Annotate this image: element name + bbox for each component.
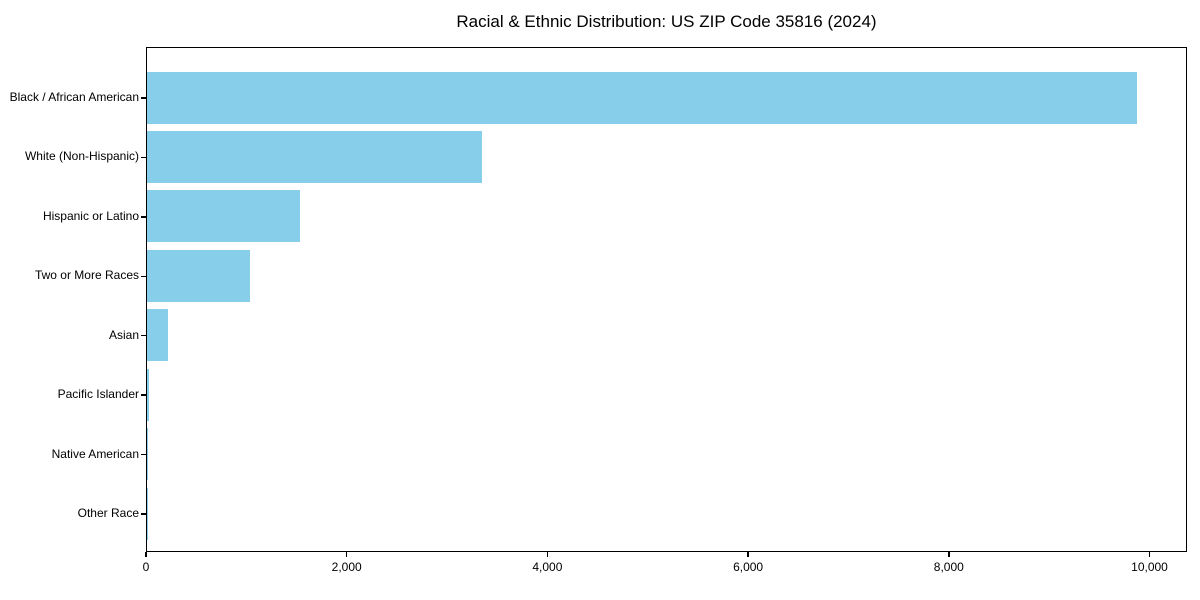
x-tick — [1148, 552, 1151, 557]
y-tick-label: Hispanic or Latino — [42, 208, 139, 223]
x-tick-label: 6,000 — [733, 560, 764, 574]
plot-area — [146, 47, 1187, 552]
x-tick — [747, 552, 749, 557]
y-tick — [141, 216, 146, 218]
y-tick — [141, 334, 146, 337]
y-tick-label: Two or More Races — [34, 268, 139, 283]
y-tick — [141, 453, 146, 456]
y-tick-label: Other Race — [77, 506, 139, 520]
x-tick-label: 10,000 — [1131, 560, 1168, 574]
y-tick-label: Native American — [51, 446, 139, 461]
y-tick-label: Pacific Islander — [57, 387, 139, 402]
bar — [147, 130, 483, 183]
x-tick — [546, 552, 549, 557]
x-tick — [948, 552, 950, 557]
x-tick-label: 4,000 — [532, 560, 563, 574]
y-tick-label: Asian — [108, 327, 139, 342]
bar — [147, 428, 148, 481]
y-tick — [141, 275, 146, 278]
bar — [147, 190, 300, 243]
y-tick-label: White (Non-Hispanic) — [24, 149, 139, 164]
bar — [147, 71, 1138, 124]
chart-title: Racial & Ethnic Distribution: US ZIP Cod… — [456, 12, 877, 31]
y-tick-label: Black / African American — [9, 90, 139, 104]
bar — [147, 249, 251, 302]
x-tick — [345, 552, 348, 557]
y-tick — [141, 513, 146, 515]
x-tick-label: 2,000 — [331, 560, 362, 574]
y-tick — [141, 156, 146, 159]
bar — [147, 309, 169, 362]
bar — [147, 368, 149, 421]
x-tick — [145, 552, 147, 557]
y-tick — [141, 97, 146, 99]
y-tick — [141, 394, 146, 396]
x-tick-label: 8,000 — [933, 560, 964, 574]
x-tick-label: 0 — [142, 560, 150, 574]
